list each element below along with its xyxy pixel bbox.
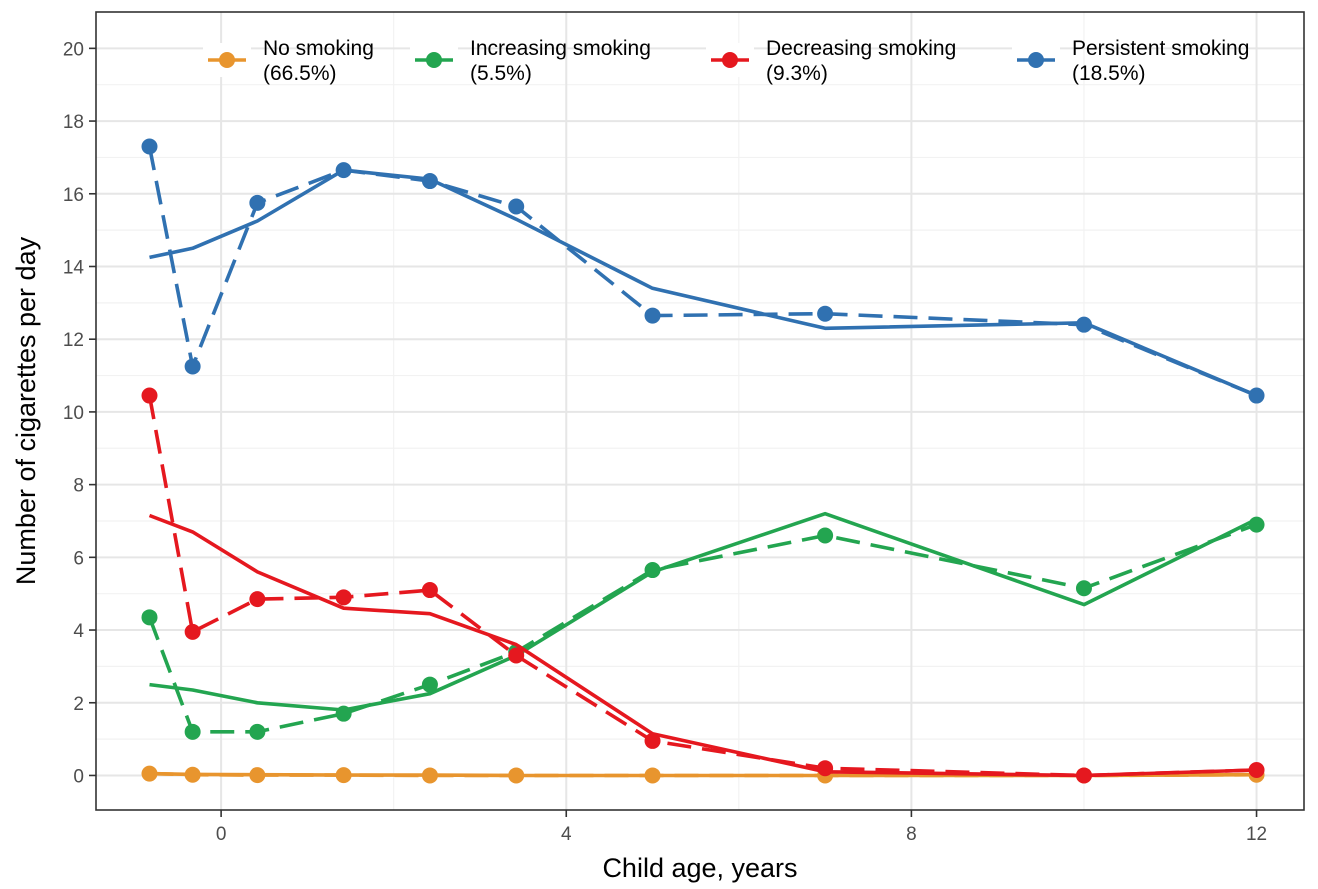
plot-border <box>95 11 1305 811</box>
legend-label: No smoking (66.5%) <box>263 37 374 85</box>
y-axis-title: Number of cigarettes per day <box>11 236 41 585</box>
y-tick-label: 16 <box>63 185 84 206</box>
y-tick-label: 0 <box>73 766 84 787</box>
legend-label-line: Decreasing smoking <box>766 37 956 60</box>
legend-item: Persistent smoking (18.5%) <box>1012 37 1249 85</box>
series-observed-line <box>149 771 1257 778</box>
series-group <box>141 138 1265 404</box>
series-point <box>644 562 661 579</box>
series-point <box>1248 387 1265 404</box>
series-point <box>1075 767 1092 784</box>
series-group <box>141 511 1265 740</box>
series-point <box>184 623 201 640</box>
y-axis: 0 2 4 6 8 10 12 14 16 18 20 <box>63 39 96 787</box>
legend-label-line: Increasing smoking <box>470 37 651 60</box>
series-point <box>141 138 158 155</box>
legend-label: Decreasing smoking (9.3%) <box>766 37 956 85</box>
series-group <box>141 387 1265 784</box>
legend-label-line: (66.5%) <box>263 62 337 85</box>
series-estimated-line <box>149 168 1258 398</box>
legend-key-point <box>219 52 235 68</box>
legend-label-line: Persistent smoking <box>1072 37 1249 60</box>
series-layer <box>141 138 1265 784</box>
series-point <box>644 732 661 749</box>
x-axis-title: Child age, years <box>602 853 797 883</box>
legend: No smoking (66.5%) Increasing smoking (5.5%… <box>203 37 1249 85</box>
legend-item: No smoking (66.5%) <box>203 37 374 85</box>
series-point <box>421 676 438 693</box>
legend-item: Decreasing smoking (9.3%) <box>706 37 956 85</box>
y-tick-label: 4 <box>73 621 84 642</box>
y-tick-label: 2 <box>73 694 84 715</box>
series-point <box>184 723 201 740</box>
legend-label: Persistent smoking (18.5%) <box>1072 37 1249 85</box>
legend-item: Increasing smoking (5.5%) <box>410 37 651 85</box>
y-tick-label: 12 <box>63 330 84 351</box>
minor-gridlines <box>96 12 1304 810</box>
series-point <box>335 767 352 784</box>
series-point <box>249 591 266 608</box>
x-tick-label: 8 <box>906 824 917 845</box>
series-point <box>335 705 352 722</box>
series-point <box>249 767 266 784</box>
x-tick-label: 12 <box>1246 824 1267 845</box>
series-point <box>249 194 266 211</box>
series-point <box>644 307 661 324</box>
series-point <box>421 582 438 599</box>
x-tick-label: 4 <box>561 824 572 845</box>
series-estimated-line <box>149 511 1258 712</box>
x-tick-label: 0 <box>216 824 227 845</box>
x-axis: 0 4 8 12 <box>216 810 1267 845</box>
series-point <box>1075 580 1092 597</box>
legend-key-point <box>426 52 442 68</box>
legend-label-line: (18.5%) <box>1072 62 1146 85</box>
series-point <box>249 723 266 740</box>
legend-label: Increasing smoking (5.5%) <box>470 37 651 85</box>
y-tick-label: 14 <box>63 257 85 278</box>
series-point <box>335 162 352 179</box>
legend-key-point <box>1028 52 1044 68</box>
y-tick-label: 8 <box>73 476 84 497</box>
series-point <box>508 198 525 215</box>
series-observed-line <box>147 522 1258 734</box>
series-point <box>817 527 834 544</box>
series-point <box>141 387 158 404</box>
series-point <box>141 765 158 782</box>
y-tick-label: 18 <box>63 112 84 133</box>
series-point <box>1248 516 1265 533</box>
y-tick-label: 6 <box>73 548 84 569</box>
y-tick-label: 10 <box>63 403 84 424</box>
series-point <box>421 767 438 784</box>
series-point <box>817 760 834 777</box>
series-point <box>184 358 201 375</box>
y-tick-label: 20 <box>63 39 84 60</box>
legend-label-line: (9.3%) <box>766 62 828 85</box>
series-observed-line <box>147 395 1257 778</box>
series-point <box>141 609 158 626</box>
series-point <box>644 767 661 784</box>
series-point <box>508 767 525 784</box>
series-point <box>421 173 438 190</box>
series-point <box>184 766 201 783</box>
series-point <box>508 647 525 664</box>
legend-label-line: No smoking <box>263 37 374 60</box>
legend-key-point <box>722 52 738 68</box>
legend-label-line: (5.5%) <box>470 62 532 85</box>
series-point <box>335 589 352 606</box>
series-point <box>817 305 834 322</box>
series-point <box>1248 762 1265 779</box>
series-point <box>1075 316 1092 333</box>
